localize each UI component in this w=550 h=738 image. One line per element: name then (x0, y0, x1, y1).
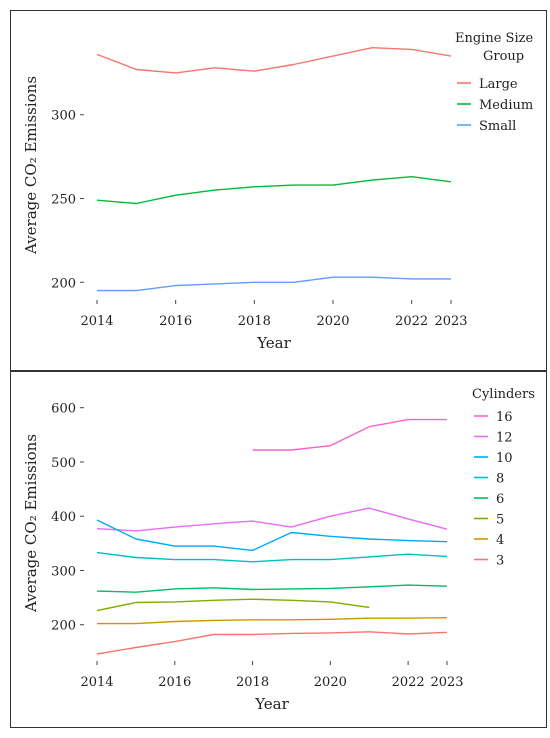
legend-title: Cylinders (472, 387, 535, 402)
y-tick-label: 600 (51, 402, 76, 417)
legend-label: 16 (496, 410, 513, 425)
series-line-12 (96, 507, 448, 532)
x-tick-label: 2022 (395, 314, 428, 329)
y-tick-label: 300 (51, 564, 76, 579)
y-tick-label: 500 (51, 456, 76, 471)
x-tick-label: 2018 (236, 675, 269, 690)
legend-label: Large (479, 77, 518, 92)
series-line-10 (96, 519, 448, 552)
x-tick-label: 2020 (316, 314, 349, 329)
chart-panel-cylinders (10, 371, 547, 728)
x-tick-label: 2014 (80, 314, 113, 329)
x-tick-label: 2022 (392, 675, 425, 690)
x-tick-label: 2014 (80, 675, 113, 690)
series-line-small (97, 276, 451, 292)
chart-1: 200 250 300 2014 2016 2018 2020 2022 2023 Year Ave… (22, 31, 533, 352)
legend-label: 8 (496, 472, 504, 487)
y-axis-title: Average CO₂ Emissions (22, 76, 40, 255)
y-tick-label: 200 (51, 276, 76, 291)
legend-label: 4 (496, 533, 504, 548)
series-line-16 (252, 418, 447, 451)
x-tick-label: 2020 (314, 675, 347, 690)
legend-label: 12 (496, 431, 513, 446)
y-tick-label: 400 (51, 510, 76, 525)
y-axis-title: Average CO₂ Emissions (22, 434, 40, 613)
series-line-5 (96, 598, 370, 612)
legend-label: Medium (479, 98, 533, 113)
x-tick-label: 2016 (158, 675, 191, 690)
series-line-6 (96, 584, 448, 593)
series-line-large (96, 47, 452, 74)
legend-label: 3 (496, 554, 504, 569)
legend-label: 5 (496, 513, 504, 528)
x-tick-label: 2023 (434, 314, 467, 329)
legend-label: 10 (496, 451, 513, 466)
chart-panel-engine-size (10, 10, 547, 371)
legend: Cylinders 16 12 10 8 6 5 4 3 (472, 387, 535, 569)
x-tick-label: 2018 (238, 314, 271, 329)
chart-2: 200 300 400 500 600 2014 2016 2018 2020 2022 2023 Y… (22, 387, 535, 713)
series-line-4 (97, 617, 448, 625)
legend-label: 6 (496, 492, 504, 507)
legend-title: Engine Size Group (455, 31, 533, 64)
series-line-3 (96, 631, 448, 655)
x-tick-label: 2016 (159, 314, 192, 329)
x-tick-label: 2023 (430, 675, 463, 690)
y-tick-label: 300 (51, 109, 76, 124)
x-axis-title: Year (254, 695, 289, 713)
legend: Engine Size Group Large Medium Small (455, 31, 533, 134)
y-tick-label: 250 (51, 193, 76, 208)
series-line-medium (96, 176, 452, 205)
y-tick-label: 200 (51, 619, 76, 634)
x-axis-title: Year (256, 334, 291, 352)
legend-label: Small (479, 119, 516, 134)
series-line-8 (96, 551, 448, 563)
